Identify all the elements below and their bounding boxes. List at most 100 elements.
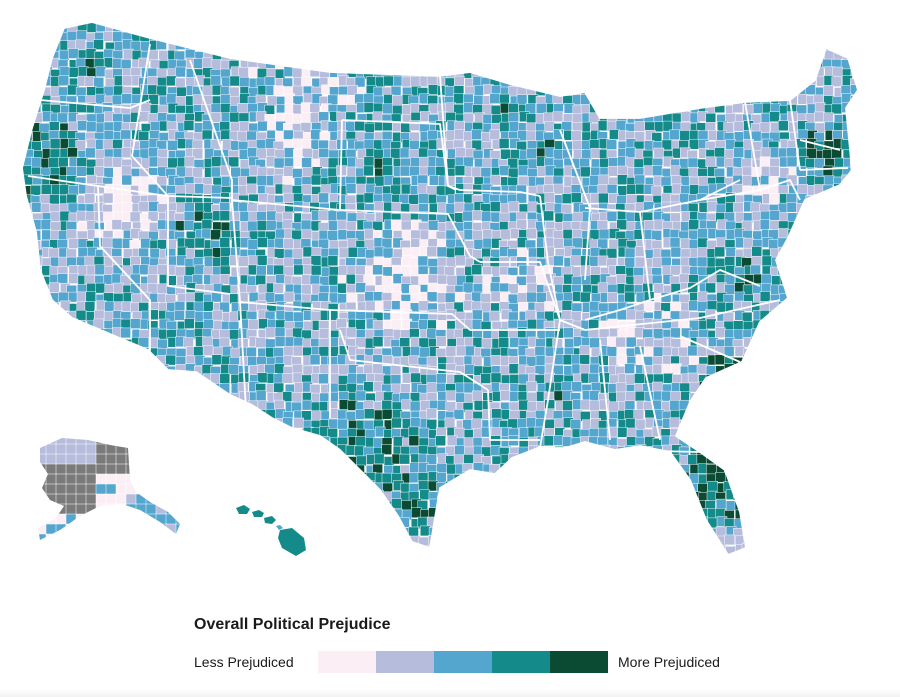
county-cell bbox=[220, 22, 232, 25]
county-cell bbox=[219, 437, 230, 449]
county-cell bbox=[255, 31, 267, 42]
county-cell bbox=[706, 383, 718, 395]
county-cell bbox=[67, 427, 78, 439]
county-cell bbox=[302, 48, 314, 60]
county-cell bbox=[75, 354, 87, 366]
county-cell bbox=[805, 23, 816, 35]
county-cell bbox=[616, 464, 628, 476]
county-cell bbox=[741, 311, 753, 323]
county-cell bbox=[364, 300, 376, 312]
county-cell bbox=[239, 454, 250, 465]
county-cell bbox=[814, 221, 825, 233]
county-cell bbox=[615, 336, 626, 348]
county-cell bbox=[194, 408, 205, 419]
county-cell bbox=[516, 59, 528, 70]
county-cell bbox=[805, 319, 817, 331]
county-cell bbox=[859, 40, 869, 50]
county-cell bbox=[579, 444, 590, 456]
county-cell bbox=[508, 48, 519, 60]
county-cell bbox=[357, 59, 368, 70]
county-cell bbox=[761, 273, 772, 285]
county-cell bbox=[409, 140, 420, 151]
county-cell bbox=[851, 31, 858, 42]
county-cell bbox=[418, 319, 429, 330]
county-cell bbox=[840, 222, 852, 233]
county-cell bbox=[220, 129, 232, 141]
county-cell bbox=[300, 40, 312, 51]
county-cell bbox=[507, 39, 518, 51]
county-cell bbox=[31, 22, 42, 26]
county-cell bbox=[104, 363, 115, 375]
county-cell bbox=[616, 85, 628, 96]
county-cell bbox=[23, 49, 34, 61]
county-cell bbox=[210, 229, 221, 241]
county-cell bbox=[615, 273, 627, 285]
county-cell bbox=[705, 22, 717, 32]
county-cell bbox=[499, 390, 511, 401]
county-cell bbox=[482, 22, 494, 25]
county-cell bbox=[22, 363, 34, 375]
county-cell bbox=[798, 472, 809, 483]
county-cell bbox=[635, 40, 647, 52]
county-cell bbox=[247, 220, 258, 232]
county-cell bbox=[833, 238, 845, 250]
county-cell bbox=[51, 372, 62, 384]
county-cell bbox=[68, 22, 79, 25]
county-cell bbox=[113, 382, 125, 394]
county-cell bbox=[833, 328, 845, 340]
county-cell bbox=[292, 39, 304, 51]
county-cell bbox=[680, 111, 692, 122]
county-cell bbox=[761, 23, 773, 35]
county-cell bbox=[210, 400, 221, 412]
county-cell bbox=[805, 265, 816, 277]
county-cell bbox=[283, 346, 295, 357]
county-cell bbox=[860, 51, 870, 61]
county-cell bbox=[860, 258, 870, 268]
county-cell bbox=[292, 248, 304, 259]
county-cell bbox=[283, 49, 295, 60]
county-cell bbox=[202, 473, 213, 484]
county-cell bbox=[678, 22, 690, 33]
county-cell bbox=[257, 237, 268, 248]
county-cell bbox=[840, 365, 852, 376]
county-cell bbox=[446, 435, 458, 446]
county-cell bbox=[48, 383, 60, 395]
county-cell bbox=[229, 75, 241, 87]
county-cell bbox=[642, 103, 654, 114]
county-cell bbox=[275, 50, 286, 61]
county-cell bbox=[778, 120, 789, 132]
county-cell bbox=[544, 192, 555, 203]
county-cell bbox=[383, 75, 394, 87]
county-cell bbox=[616, 391, 627, 403]
county-cell bbox=[634, 121, 645, 132]
county-cell bbox=[183, 480, 194, 492]
county-cell bbox=[625, 374, 636, 385]
county-cell bbox=[580, 399, 592, 411]
county-cell bbox=[859, 185, 869, 195]
county-cell bbox=[534, 471, 546, 482]
county-cell bbox=[652, 381, 663, 393]
county-cell bbox=[570, 473, 581, 484]
county-cell bbox=[597, 455, 609, 466]
county-cell bbox=[85, 147, 96, 159]
county-cell bbox=[742, 382, 754, 394]
county-cell bbox=[570, 75, 582, 87]
county-cell bbox=[85, 382, 97, 393]
county-cell bbox=[616, 454, 627, 466]
county-cell bbox=[30, 240, 41, 251]
county-cell bbox=[49, 355, 61, 367]
county-cell bbox=[158, 390, 170, 402]
county-cell bbox=[625, 85, 637, 96]
county-cell bbox=[95, 381, 107, 393]
county-cell bbox=[311, 453, 322, 465]
county-cell bbox=[102, 102, 113, 113]
county-cell bbox=[706, 464, 717, 475]
county-cell bbox=[732, 22, 744, 23]
county-cell bbox=[292, 345, 304, 357]
county-cell bbox=[273, 428, 285, 439]
county-cell bbox=[257, 453, 269, 465]
county-cell bbox=[500, 149, 511, 160]
county-cell bbox=[768, 86, 779, 97]
county-cell bbox=[779, 39, 791, 51]
county-cell bbox=[698, 68, 709, 80]
